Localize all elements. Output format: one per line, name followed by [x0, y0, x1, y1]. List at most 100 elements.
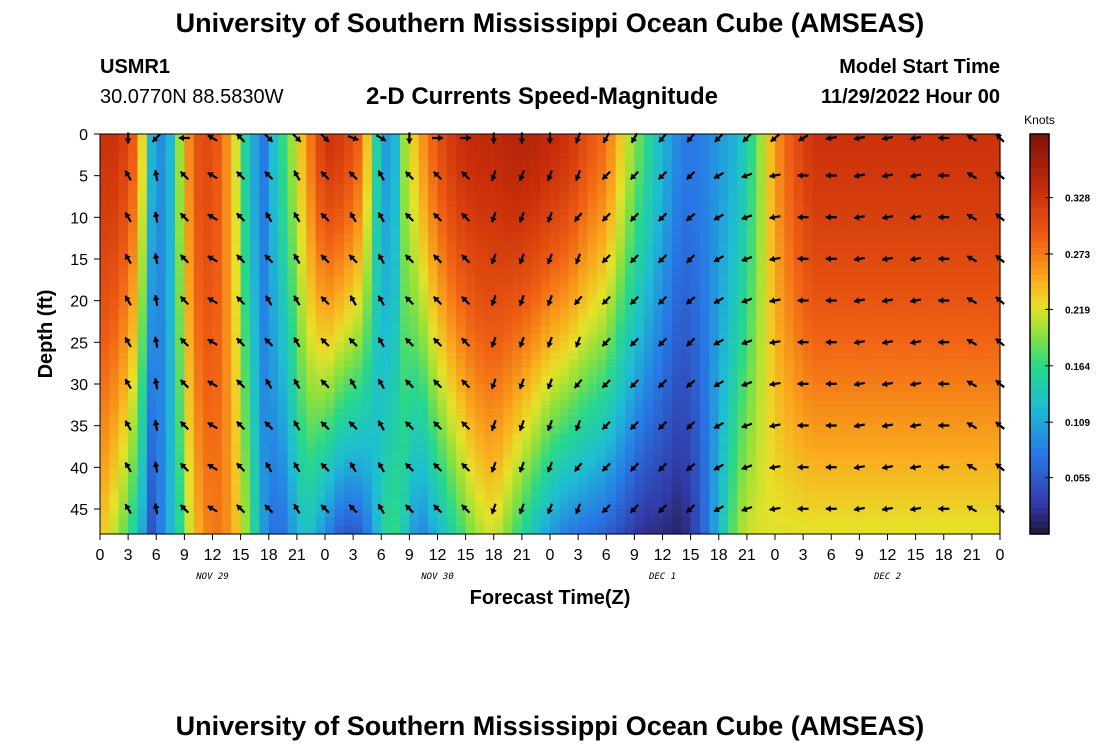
heatmap-cell: [175, 167, 185, 177]
heatmap-cell: [437, 159, 448, 168]
heatmap-cell: [240, 392, 251, 402]
heatmap-cell: [587, 300, 598, 310]
heatmap-cell: [765, 275, 776, 285]
heatmap-cell: [400, 225, 410, 235]
heatmap-cell: [775, 284, 785, 293]
heatmap-cell: [175, 292, 185, 302]
heatmap-cell: [615, 317, 626, 327]
heatmap-cell: [512, 509, 523, 518]
heatmap-cell: [850, 217, 860, 227]
heatmap-cell: [240, 467, 251, 477]
heatmap-cell: [709, 192, 720, 202]
heatmap-cell: [212, 209, 223, 218]
heatmap-cell: [906, 450, 917, 460]
heatmap-cell: [418, 384, 429, 393]
current-vector-head: [264, 338, 271, 345]
heatmap-cell: [709, 309, 720, 318]
heatmap-cell: [137, 250, 148, 260]
heatmap-cell: [465, 217, 476, 227]
heatmap-cell: [915, 350, 926, 360]
heatmap-cell: [128, 334, 139, 343]
heatmap-cell: [568, 309, 579, 318]
heatmap-cell: [962, 234, 973, 243]
heatmap-cell: [278, 367, 289, 377]
heatmap-cell: [259, 459, 270, 468]
heatmap-cell: [146, 292, 157, 302]
heatmap-cell: [231, 525, 242, 535]
heatmap-cell: [400, 359, 410, 368]
heatmap-cell: [625, 425, 635, 435]
heatmap-cell: [503, 150, 514, 160]
heatmap-cell: [578, 234, 589, 243]
heatmap-cell: [953, 142, 964, 152]
heatmap-cell: [709, 234, 720, 243]
heatmap-cell: [990, 400, 1001, 410]
heatmap-cell: [278, 500, 289, 510]
heatmap-cell: [315, 484, 326, 493]
heatmap-cell: [700, 334, 710, 343]
heatmap-cell: [615, 409, 626, 418]
heatmap-cell: [540, 217, 551, 227]
heatmap-cell: [221, 259, 232, 268]
heatmap-cell: [362, 175, 373, 185]
heatmap-cell: [334, 409, 345, 418]
heatmap-cell: [315, 225, 326, 235]
heatmap-cell: [990, 475, 1001, 485]
heatmap-cell: [850, 392, 860, 402]
heatmap-cell: [231, 209, 242, 218]
heatmap-cell: [793, 309, 804, 318]
current-vector-head: [180, 254, 187, 261]
heatmap-cell: [981, 284, 992, 293]
heatmap-cell: [193, 234, 204, 243]
heatmap-cell: [212, 334, 223, 343]
heatmap-cell: [953, 350, 964, 360]
heatmap-cell: [325, 384, 335, 393]
heatmap-cell: [193, 517, 204, 527]
heatmap-cell: [118, 250, 129, 260]
heatmap-cell: [981, 500, 992, 510]
heatmap-cell: [381, 467, 392, 477]
heatmap-cell: [887, 517, 898, 527]
heatmap-cell: [493, 250, 504, 260]
heatmap-cell: [775, 250, 785, 260]
heatmap-cell: [156, 217, 167, 227]
heatmap-cell: [718, 359, 729, 368]
heatmap-cell: [784, 434, 795, 443]
current-vector-head: [882, 172, 888, 179]
heatmap-cell: [175, 434, 185, 443]
heatmap-cell: [990, 175, 1001, 185]
heatmap-cell: [250, 509, 260, 518]
heatmap-cell: [896, 267, 907, 277]
heatmap-cell: [521, 342, 532, 352]
heatmap-cell: [371, 292, 382, 302]
heatmap-cell: [437, 184, 448, 193]
heatmap-cell: [793, 267, 804, 277]
heatmap-cell: [821, 150, 832, 160]
heatmap-cell: [493, 334, 504, 343]
heatmap-cell: [625, 292, 635, 302]
heatmap-cell: [559, 334, 570, 343]
heatmap-cell: [784, 492, 795, 502]
heatmap-cell: [606, 275, 617, 285]
heatmap-cell: [765, 467, 776, 477]
heatmap-cell: [981, 384, 992, 393]
heatmap-cell: [184, 142, 195, 152]
heatmap-cell: [512, 209, 523, 218]
heatmap-cell: [128, 234, 139, 243]
heatmap-cell: [653, 392, 664, 402]
heatmap-cell: [493, 275, 504, 285]
heatmap-cell: [390, 342, 401, 352]
heatmap-cell: [746, 309, 757, 318]
heatmap-cell: [625, 200, 635, 210]
heatmap-cell: [250, 309, 260, 318]
heatmap-cell: [971, 259, 982, 268]
heatmap-cell: [625, 459, 635, 468]
heatmap-cell: [615, 467, 626, 477]
heatmap-cell: [756, 275, 767, 285]
heatmap-cell: [887, 317, 898, 327]
heatmap-cell: [540, 525, 551, 535]
heatmap-cell: [343, 350, 354, 360]
heatmap-cell: [934, 342, 945, 352]
heatmap-cell: [231, 225, 242, 235]
heatmap-cell: [925, 275, 935, 285]
